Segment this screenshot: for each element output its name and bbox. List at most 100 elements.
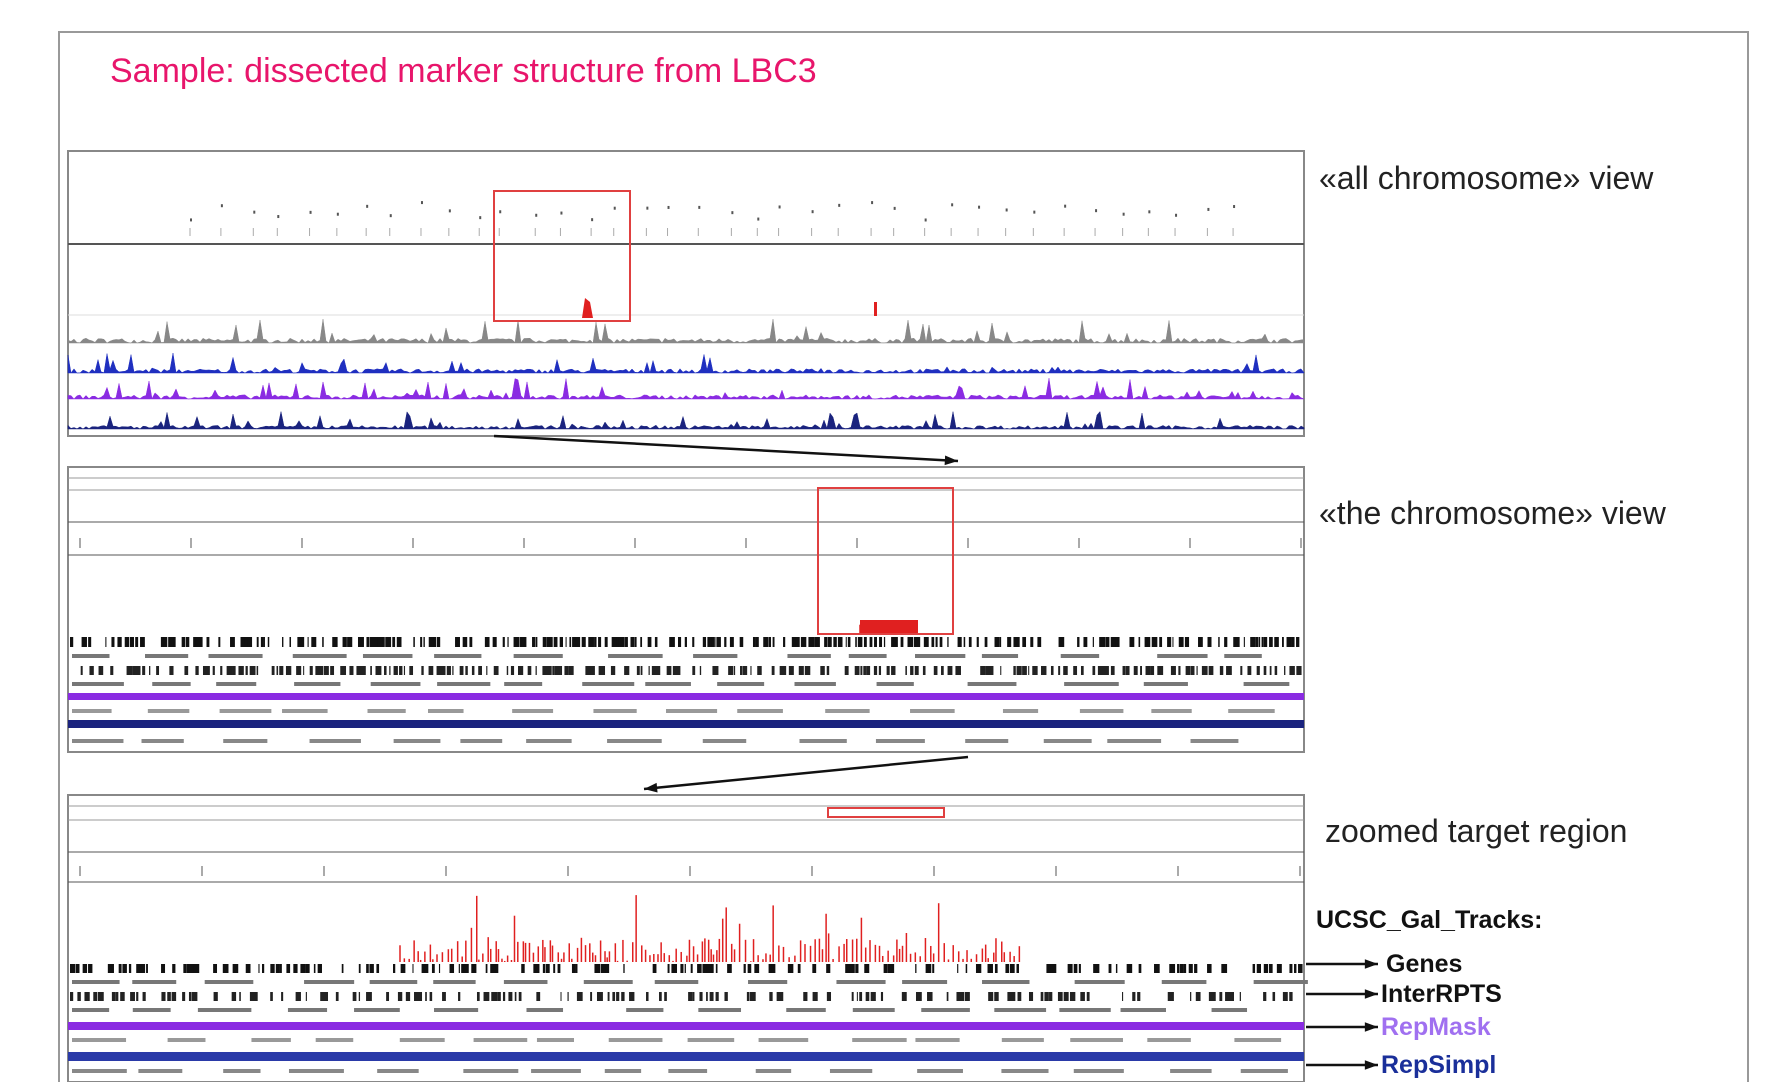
feature [93, 992, 97, 1001]
tiny-label [205, 980, 254, 984]
feature [280, 964, 282, 973]
tiny-label [668, 1069, 707, 1073]
tiny-label [876, 739, 925, 743]
feature [808, 637, 814, 647]
chrom-mark [499, 210, 501, 213]
feature [1212, 992, 1216, 1001]
feature [712, 964, 714, 973]
tiny-label [394, 739, 441, 743]
tiny-label [994, 1008, 1046, 1012]
feature [536, 637, 538, 647]
feature [700, 666, 701, 675]
feature [791, 666, 794, 675]
feature [389, 666, 390, 675]
feature [250, 666, 256, 675]
tiny-label [1003, 709, 1038, 713]
feature [233, 666, 236, 675]
feature [1098, 964, 1100, 973]
view-label: «the chromosome» view [1319, 495, 1666, 532]
feature [433, 637, 436, 647]
feature [129, 964, 131, 973]
feature [286, 666, 291, 675]
feature [421, 666, 423, 675]
tiny-label [512, 709, 553, 713]
feature [1116, 964, 1117, 973]
feature [1172, 637, 1173, 647]
feature [308, 637, 309, 647]
feature [740, 666, 743, 675]
feature [214, 992, 218, 1001]
feature [323, 992, 328, 1001]
feature [940, 637, 943, 647]
chrom-mark [925, 218, 927, 221]
feature [460, 666, 464, 675]
feature [485, 637, 490, 647]
feature [748, 964, 752, 973]
tiny-label [1107, 739, 1161, 743]
feature [161, 964, 165, 973]
feature [576, 637, 580, 647]
tiny-label [514, 654, 563, 658]
feature [232, 992, 236, 1001]
feature [111, 637, 114, 647]
feature [366, 992, 372, 1001]
feature [270, 992, 273, 1001]
chrom-mark [421, 201, 423, 204]
chrom-mark [310, 211, 312, 214]
browser-panel [68, 151, 1304, 436]
feature [519, 992, 522, 1001]
feature [714, 637, 715, 647]
feature [740, 637, 744, 647]
feature [1264, 666, 1267, 675]
feature [1046, 964, 1051, 973]
feature [258, 964, 259, 973]
tiny-label [198, 1008, 251, 1012]
feature [594, 637, 596, 647]
tiny-label [223, 1069, 260, 1073]
chrom-mark [190, 218, 192, 221]
tiny-label [370, 980, 418, 984]
feature [1221, 964, 1227, 973]
feature [1013, 666, 1015, 675]
feature [452, 666, 453, 675]
feature [1043, 666, 1046, 675]
tiny-label [142, 739, 184, 743]
feature [976, 964, 981, 973]
feature [536, 666, 537, 675]
feature [1277, 637, 1279, 647]
tiny-label [434, 654, 481, 658]
tiny-label [434, 1008, 478, 1012]
feature [1077, 637, 1079, 647]
feature [378, 666, 381, 675]
tiny-label [609, 1038, 663, 1042]
feature [1022, 666, 1027, 675]
feature [1059, 637, 1065, 647]
track-band [68, 1022, 1304, 1030]
feature [1178, 666, 1180, 675]
feature [966, 964, 968, 973]
feature [1292, 637, 1295, 647]
arrow-head [1365, 1022, 1378, 1032]
feature [653, 964, 657, 973]
feature [136, 666, 140, 675]
tiny-label [1151, 709, 1191, 713]
feature [167, 992, 171, 1001]
feature [773, 637, 775, 647]
feature [238, 666, 243, 675]
feature [697, 964, 702, 973]
feature [1152, 637, 1158, 647]
feature [915, 964, 916, 973]
feature [1230, 666, 1232, 675]
feature [1289, 964, 1292, 973]
feature [223, 964, 229, 973]
feature [264, 637, 265, 647]
feature [406, 992, 410, 1001]
feature [625, 637, 628, 647]
feature [649, 666, 650, 675]
feature [805, 666, 810, 675]
feature [1250, 637, 1256, 647]
feature [780, 992, 783, 1001]
feature [1079, 964, 1081, 973]
feature [1179, 637, 1184, 647]
feature [1177, 964, 1179, 973]
